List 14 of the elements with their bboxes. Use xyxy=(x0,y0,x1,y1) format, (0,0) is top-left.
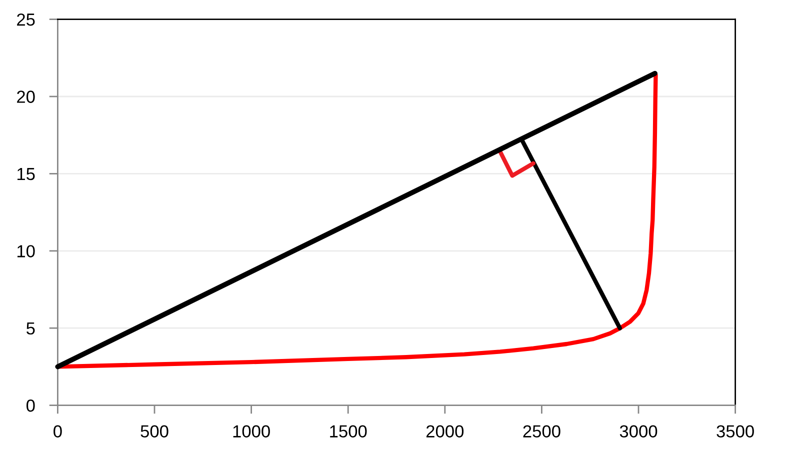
x-tick-label: 3500 xyxy=(716,425,754,438)
x-tick-label: 0 xyxy=(54,425,62,438)
x-tick-label: 2500 xyxy=(523,425,560,438)
x-tick-label: 500 xyxy=(140,425,168,438)
x-tick-label: 1000 xyxy=(233,425,270,438)
y-tick-label: 25 xyxy=(17,13,35,26)
x-tick-label: 1500 xyxy=(330,425,367,438)
x-tick-label: 2000 xyxy=(426,425,464,438)
y-tick-label: 20 xyxy=(17,90,35,103)
y-tick-label: 10 xyxy=(17,245,35,258)
x-tick-label: 3000 xyxy=(620,425,658,438)
y-tick-label: 5 xyxy=(26,322,35,335)
y-tick-label: 0 xyxy=(26,399,35,412)
y-tick-label: 15 xyxy=(17,168,35,180)
